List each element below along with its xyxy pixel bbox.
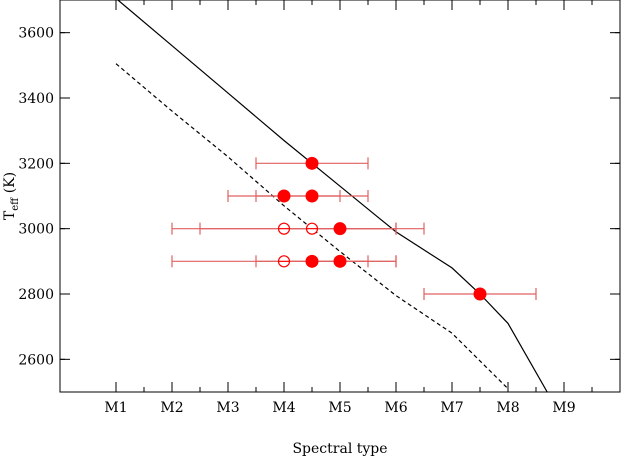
x-tick-label: M3 bbox=[216, 400, 239, 416]
x-tick-label: M6 bbox=[384, 400, 407, 416]
y-tick-label: 3200 bbox=[18, 156, 54, 172]
data-point-filled bbox=[333, 222, 347, 236]
dashed-model-line bbox=[115, 63, 509, 390]
y-tick-label: 2800 bbox=[18, 287, 54, 303]
data-point-filled bbox=[473, 287, 487, 301]
y-axis-ticks: 2600 2800 3000 3200 3400 3600 bbox=[18, 26, 620, 368]
x-tick-label: M1 bbox=[104, 400, 127, 416]
x-tick-label: M4 bbox=[272, 400, 295, 416]
data-point-filled bbox=[305, 156, 319, 170]
data-point-filled bbox=[305, 254, 319, 268]
x-tick-label: M5 bbox=[328, 400, 351, 416]
data-point-filled bbox=[333, 254, 347, 268]
data-point-filled bbox=[305, 189, 319, 203]
y-tick-label: 2600 bbox=[18, 352, 54, 368]
x-tick-label: M7 bbox=[440, 400, 463, 416]
model-lines bbox=[115, 0, 548, 392]
solid-model-line bbox=[116, 0, 548, 392]
x-axis-ticks: M1 M2 M3 M4 M5 M6 M7 M8 M9 bbox=[104, 0, 593, 416]
y-tick-label: 3400 bbox=[18, 91, 54, 107]
y-axis-title-unit: (K) bbox=[2, 172, 18, 198]
x-axis-title: Spectral type bbox=[292, 441, 387, 457]
x-tick-label: M8 bbox=[496, 400, 519, 416]
x-tick-label: M9 bbox=[552, 400, 575, 416]
data-point-filled bbox=[277, 189, 291, 203]
y-tick-label: 3000 bbox=[18, 222, 54, 238]
y-axis-title-main: T bbox=[2, 210, 18, 220]
x-tick-label: M2 bbox=[160, 400, 183, 416]
y-tick-label: 3600 bbox=[18, 26, 54, 42]
y-axis-title: Teff (K) bbox=[2, 172, 21, 220]
data-points bbox=[171, 156, 537, 301]
y-axis-title-sub: eff bbox=[10, 197, 21, 211]
